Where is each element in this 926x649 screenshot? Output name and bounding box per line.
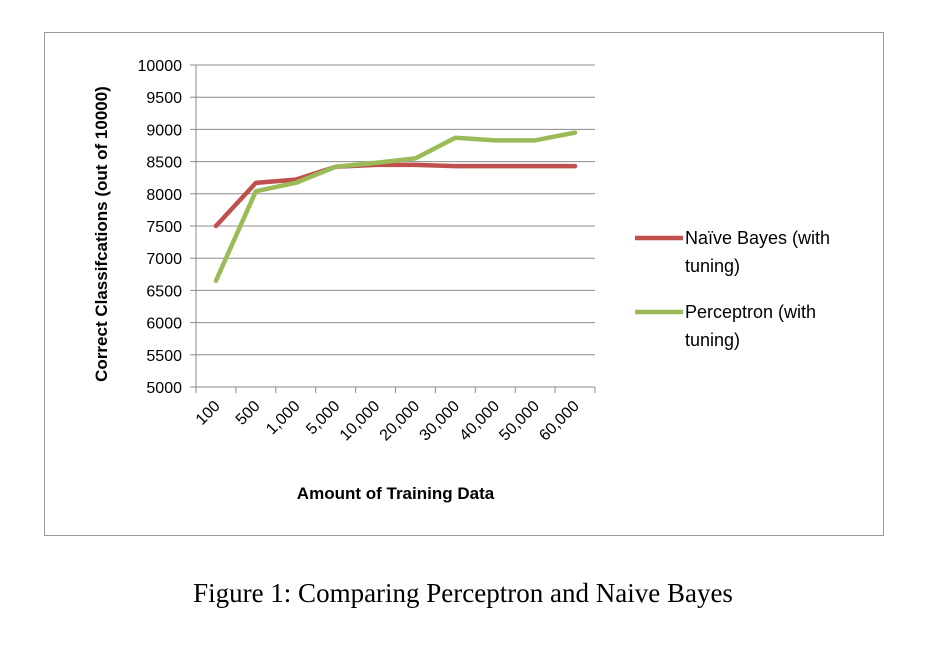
x-tick-label: 10,000: [337, 398, 384, 445]
x-axis-title: Amount of Training Data: [297, 484, 495, 503]
y-tick-label: 6500: [146, 283, 182, 300]
legend-label: tuning): [685, 330, 740, 350]
y-tick-label: 8000: [146, 187, 182, 204]
y-tick-label: 5500: [146, 348, 182, 365]
x-tick-label: 20,000: [377, 398, 424, 445]
y-tick-label: 8500: [146, 155, 182, 172]
y-axis-title: Correct Classifcations (out of 10000): [92, 86, 111, 382]
y-tick-label: 5000: [146, 380, 182, 397]
y-tick-label: 7000: [146, 251, 182, 268]
x-tick-label: 1,000: [263, 398, 303, 438]
x-tick-label: 40,000: [456, 398, 503, 445]
x-tick-label: 500: [233, 398, 264, 429]
x-tick-label: 60,000: [536, 398, 583, 445]
legend-label: Naïve Bayes (with: [685, 228, 830, 248]
y-tick-label: 10000: [138, 58, 183, 75]
legend-label: tuning): [685, 256, 740, 276]
figure-caption: Figure 1: Comparing Perceptron and Naive…: [193, 578, 733, 608]
y-tick-label: 9000: [146, 122, 182, 139]
legend-label: Perceptron (with: [685, 302, 816, 322]
series-line-perceptron: [213, 130, 578, 283]
x-tick-label: 30,000: [417, 398, 464, 445]
x-tick-label: 50,000: [496, 398, 543, 445]
y-tick-label: 6000: [146, 316, 182, 333]
x-tick-label: 100: [193, 398, 224, 429]
y-tick-label: 7500: [146, 219, 182, 236]
y-tick-label: 9500: [146, 90, 182, 107]
line-chart: 5000 5500 6000 6500 7000 7500 8000 8500 9000 9500…: [92, 58, 830, 503]
chart-frame: 5000 5500 6000 6500 7000 7500 8000 8500 9000 9500…: [44, 32, 884, 536]
series-line-naive-bayes: [213, 162, 578, 229]
